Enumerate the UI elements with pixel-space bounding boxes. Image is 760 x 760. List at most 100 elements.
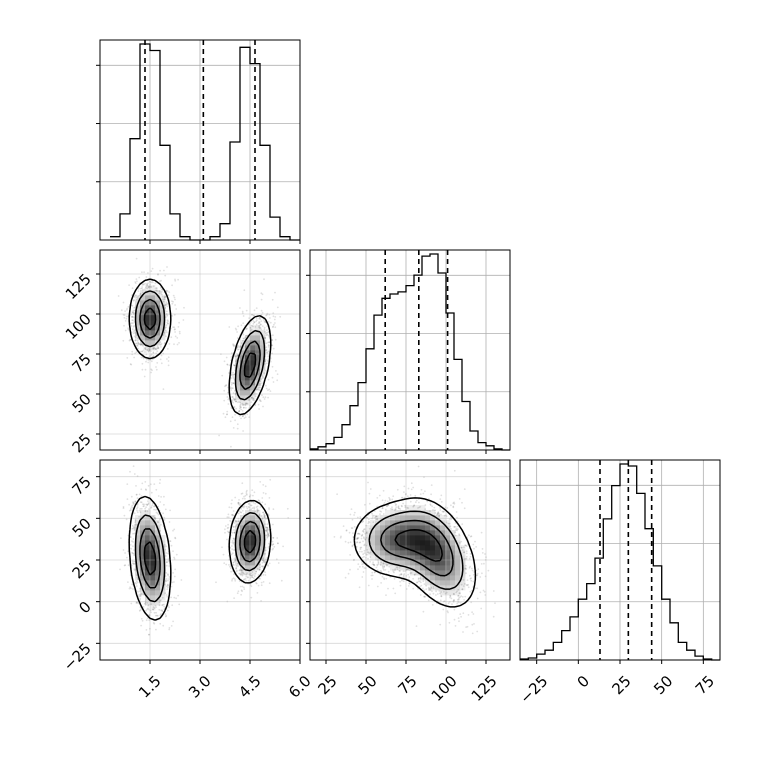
scatter-point xyxy=(432,509,434,511)
scatter-point xyxy=(443,510,445,513)
scatter-point xyxy=(232,427,235,429)
scatter-point xyxy=(134,518,137,521)
density-cell xyxy=(405,545,411,551)
scatter-point xyxy=(418,580,421,583)
scatter-point xyxy=(148,350,150,352)
scatter-point xyxy=(392,570,395,573)
scatter-point xyxy=(141,284,144,286)
scatter-point xyxy=(257,388,259,391)
density-cell xyxy=(440,515,446,521)
scatter-point xyxy=(254,510,257,513)
density-cell xyxy=(390,535,396,541)
scatter-point xyxy=(128,509,131,512)
scatter-point xyxy=(348,531,351,534)
density-cell xyxy=(405,560,411,566)
scatter-point xyxy=(136,497,139,499)
scatter-point xyxy=(260,298,263,301)
scatter-point xyxy=(146,602,149,604)
scatter-point xyxy=(274,322,276,324)
scatter-point xyxy=(157,347,160,349)
scatter-point xyxy=(261,394,263,397)
contour-level xyxy=(368,510,464,590)
scatter-point xyxy=(368,521,371,524)
scatter-point xyxy=(463,507,466,510)
scatter-point xyxy=(269,317,271,319)
scatter-point xyxy=(161,293,163,296)
scatter-point xyxy=(131,583,134,586)
scatter-point xyxy=(154,614,157,617)
scatter-point xyxy=(247,506,250,508)
density-cell xyxy=(445,530,451,536)
scatter-point xyxy=(447,522,450,525)
scatter-point xyxy=(417,577,420,580)
scatter-point xyxy=(473,623,475,625)
scatter-point xyxy=(230,553,233,556)
scatter-point xyxy=(342,525,345,527)
scatter-point xyxy=(233,597,236,599)
scatter-point xyxy=(399,508,402,510)
scatter-point xyxy=(167,574,170,577)
scatter-point xyxy=(134,331,137,334)
density-cell xyxy=(235,380,241,386)
scatter-point xyxy=(417,580,420,583)
density-cell xyxy=(380,520,386,526)
scatter-point xyxy=(457,595,459,597)
scatter-point xyxy=(234,400,237,403)
scatter-point xyxy=(276,379,279,382)
density-cell xyxy=(240,535,246,541)
scatter-point xyxy=(134,500,137,502)
scatter-point xyxy=(379,510,381,512)
scatter-point xyxy=(254,404,257,407)
scatter-point xyxy=(163,583,166,586)
scatter-point xyxy=(152,515,155,518)
scatter-point xyxy=(360,546,363,549)
scatter-point xyxy=(252,494,254,497)
scatter-point xyxy=(268,508,270,511)
scatter-point xyxy=(471,569,474,572)
scatter-point xyxy=(133,526,136,529)
contour-level xyxy=(128,278,272,416)
scatter-point xyxy=(154,348,157,351)
scatter-point xyxy=(134,519,137,522)
scatter-point xyxy=(146,349,148,351)
scatter-point xyxy=(241,569,244,572)
density-cell xyxy=(240,395,246,401)
scatter-point xyxy=(397,506,400,509)
scatter-point xyxy=(468,566,471,569)
scatter-point xyxy=(465,550,468,553)
scatter-point xyxy=(124,329,127,332)
scatter-point xyxy=(133,309,136,312)
scatter-point xyxy=(167,360,170,362)
scatter-point xyxy=(422,610,425,613)
scatter-point xyxy=(133,529,136,532)
scatter-point xyxy=(229,565,231,568)
scatter-point xyxy=(333,536,336,538)
density-cell xyxy=(435,545,441,551)
scatter-point xyxy=(122,301,125,304)
scatter-point xyxy=(177,326,180,328)
scatter-point xyxy=(419,581,422,584)
scatter-point xyxy=(408,582,411,585)
scatter-point xyxy=(373,571,376,574)
scatter-point xyxy=(139,343,142,346)
scatter-point xyxy=(159,269,162,272)
scatter-point xyxy=(271,365,274,368)
density-cell xyxy=(245,555,251,561)
scatter-point xyxy=(165,289,168,292)
scatter-point xyxy=(391,508,394,511)
scatter-point xyxy=(235,524,238,527)
scatter-point xyxy=(166,588,169,590)
scatter-point xyxy=(130,506,133,508)
scatter-point xyxy=(286,507,289,510)
scatter-point xyxy=(240,417,242,420)
scatter-point xyxy=(173,556,176,559)
density-cell xyxy=(260,370,266,376)
density-cell xyxy=(245,360,251,366)
density-cell xyxy=(260,530,266,536)
scatter-point xyxy=(153,508,156,511)
scatter-point xyxy=(165,304,168,306)
density-cell xyxy=(250,515,256,521)
scatter-point xyxy=(241,310,244,313)
density-cell xyxy=(390,560,396,566)
scatter-point xyxy=(256,510,259,512)
